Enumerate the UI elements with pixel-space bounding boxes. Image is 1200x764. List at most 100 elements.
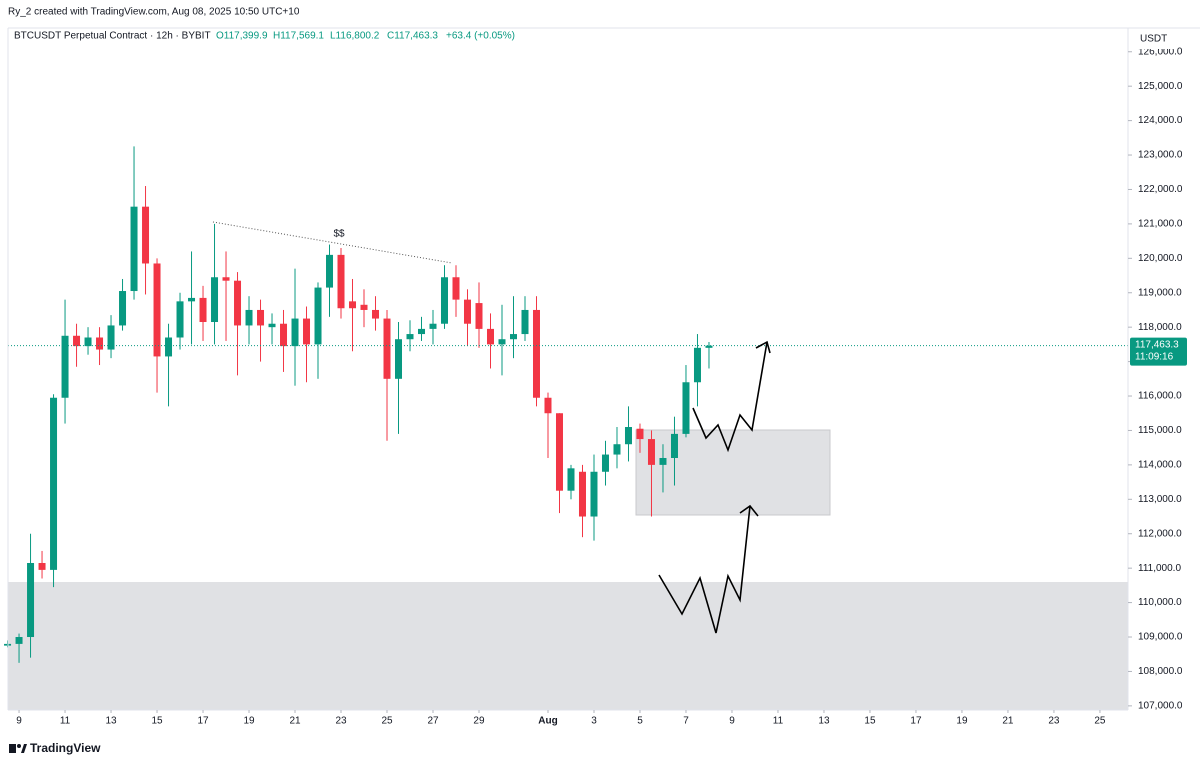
y-tick-label: 120,000.0 [1138, 253, 1183, 264]
candle-body [624, 427, 632, 445]
y-tick-label: 125,000.0 [1138, 81, 1183, 92]
marks [4, 146, 1128, 663]
candle-body [475, 303, 483, 329]
x-tick-label: 23 [335, 716, 347, 727]
candle-body [291, 318, 299, 347]
candle-body [199, 297, 207, 323]
last-price-label: 117,463.3 [1135, 339, 1179, 350]
x-tick-label: 23 [1048, 716, 1060, 727]
y-tick-label: 110,000.0 [1138, 597, 1182, 608]
x-tick-label: 21 [1002, 716, 1014, 727]
countdown: 11:09:16 [1135, 351, 1174, 362]
candle-body [84, 337, 92, 347]
x-tick-label: 15 [864, 716, 876, 727]
y-tick-label: 115,000.0 [1138, 425, 1182, 436]
y-tick-label: 114,000.0 [1138, 460, 1182, 471]
y-tick-label: 111,000.0 [1138, 563, 1181, 574]
candle-body [395, 339, 403, 379]
demand-zone [8, 582, 1128, 710]
candle-body [360, 304, 368, 310]
candle-body [61, 335, 69, 398]
candle-body [486, 328, 494, 345]
candle-body [280, 323, 288, 347]
candle-body [245, 309, 253, 326]
x-tick-label: 25 [1094, 716, 1106, 727]
x-tick-label: 13 [818, 716, 830, 727]
y-tick-label: 121,000.0 [1138, 219, 1183, 230]
y-tick-label: 122,000.0 [1138, 184, 1183, 195]
candle-body [441, 277, 449, 324]
candle-body [107, 325, 115, 350]
axis: 107,000.0 108,000.0 109,000.0 110,000.0 111,… [16, 46, 1187, 727]
candle-body [418, 328, 426, 335]
candle-body [303, 318, 311, 345]
credit: Ry_2 created with TradingView.com, Aug 0… [8, 7, 300, 18]
projection-arrow [692, 341, 768, 453]
candle-body [647, 439, 655, 465]
y-tick-label: 109,000.0 [1138, 632, 1183, 643]
candle-body [463, 299, 471, 324]
y-tick-label: 126,000.0 [1138, 46, 1183, 57]
candle-body [613, 444, 621, 455]
x-tick-label: 11 [60, 716, 71, 727]
y-tick-label: 118,000.0 [1138, 322, 1182, 333]
y-tick-label: 108,000.0 [1138, 666, 1183, 677]
candle-body [521, 309, 529, 335]
x-tick-label: 13 [105, 716, 117, 727]
y-tick-label: 112,000.0 [1138, 528, 1182, 539]
candle-body [211, 277, 219, 323]
y-tick-label: 124,000.0 [1138, 115, 1183, 126]
candle-body [165, 337, 173, 357]
x-tick-label: 7 [683, 716, 689, 727]
x-tick-label: 19 [956, 716, 968, 727]
candle-body [130, 206, 138, 292]
x-tick-label: 29 [473, 716, 485, 727]
candle-body [590, 471, 598, 517]
x-tick-label: 19 [243, 716, 255, 727]
annotation: $$ [333, 229, 345, 240]
ohlc-low: L116,800.2 [330, 31, 380, 42]
candle-body [326, 254, 334, 288]
candle-body [153, 263, 161, 357]
candle-body [601, 454, 609, 472]
last-price-box [1130, 337, 1187, 366]
candle-body [234, 280, 242, 326]
candle-body [406, 334, 414, 340]
candle-body [567, 468, 575, 491]
candle-body [682, 382, 690, 434]
brand-logo [9, 744, 27, 753]
candle-body [176, 301, 184, 338]
candle-body [50, 397, 58, 570]
x-tick-label: 17 [910, 716, 922, 727]
candle-body [693, 347, 701, 383]
logo-shape [17, 744, 21, 748]
projection-arrow [658, 505, 751, 634]
ohlc-close: C117,463.3 [387, 31, 438, 42]
candle-body [15, 637, 23, 644]
x-tick-label: 3 [591, 716, 597, 727]
candle-body [636, 428, 644, 440]
candle-body [38, 562, 46, 570]
candle-body [27, 562, 35, 638]
candle-body [532, 309, 540, 398]
candle-body [509, 334, 517, 340]
x-tick-label: 5 [637, 716, 643, 727]
currency: USDT [1140, 34, 1167, 45]
x-tick-label: 25 [381, 716, 393, 727]
arrow-head [755, 340, 771, 354]
ohlc-high: H117,569.1 [273, 31, 324, 42]
candle-body [452, 277, 460, 300]
candle-body [705, 345, 713, 348]
symbol: BTCUSDT Perpetual Contract · 12h · BYBIT [14, 31, 211, 42]
ohlc-open: O117,399.9 [216, 31, 268, 42]
logo-shape [9, 744, 16, 753]
candle-body [555, 413, 563, 491]
candle-body [429, 323, 437, 329]
candle-body [142, 206, 150, 264]
candle-body [670, 433, 678, 458]
candle-body [257, 309, 265, 326]
candle-body [544, 397, 552, 414]
candle-body [119, 291, 127, 326]
